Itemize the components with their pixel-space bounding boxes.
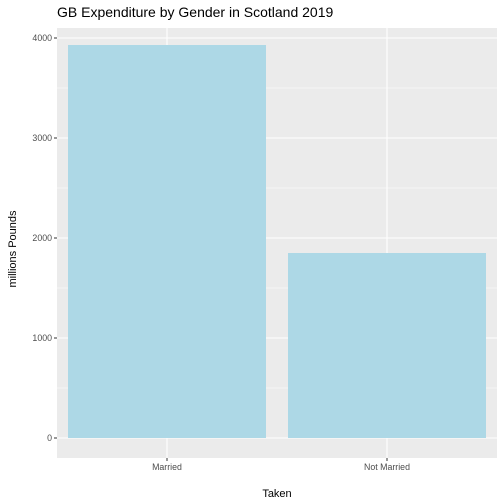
y-tick-label: 2000 <box>32 233 52 243</box>
x-axis: Married Not Married <box>152 458 410 472</box>
bar-not-married <box>288 253 486 438</box>
y-axis: 0 1000 2000 3000 4000 <box>32 33 57 443</box>
y-axis-title: millions Pounds <box>7 210 19 288</box>
x-axis-title: Taken <box>262 488 291 500</box>
bar-married <box>68 45 266 438</box>
y-tick-label: 0 <box>47 433 52 443</box>
x-tick-label: Not Married <box>364 462 410 472</box>
y-tick-label: 3000 <box>32 133 52 143</box>
x-tick-label: Married <box>152 462 182 472</box>
y-tick-label: 1000 <box>32 333 52 343</box>
chart-title: GB Expenditure by Gender in Scotland 201… <box>57 4 334 20</box>
y-tick-label: 4000 <box>32 33 52 43</box>
bars <box>68 45 486 438</box>
